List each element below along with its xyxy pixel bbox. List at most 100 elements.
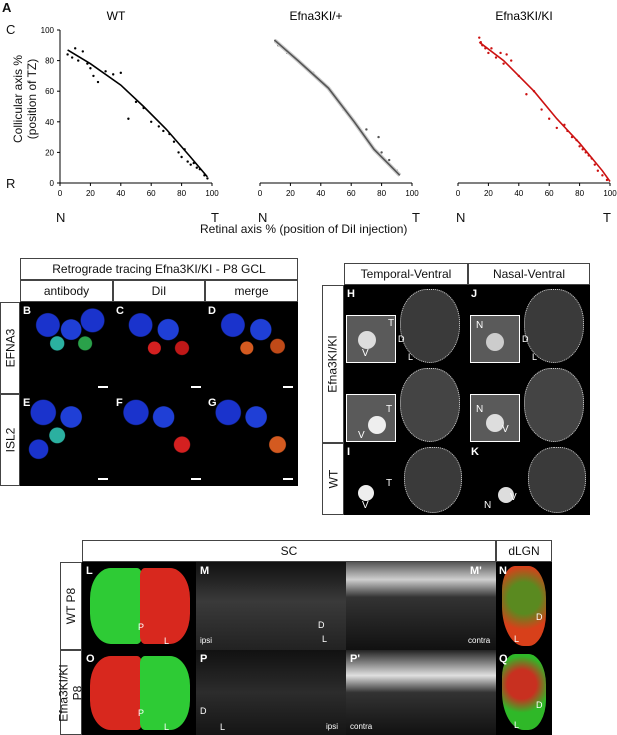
- letter-m: M: [200, 565, 210, 577]
- x-tick-label: 40: [316, 189, 325, 198]
- col-nasal-ventral: Nasal-Ventral: [468, 263, 590, 285]
- letter-l: L: [86, 565, 93, 577]
- header-dlgn: dLGN: [496, 540, 552, 562]
- letter-q: Q: [499, 653, 508, 665]
- row-isl2-text: ISL2: [3, 427, 17, 453]
- data-point: [112, 73, 115, 76]
- col-antibody: antibody: [20, 280, 113, 302]
- dlgn-section: [502, 654, 546, 730]
- mark-v: V: [362, 500, 369, 511]
- letter-h: H: [347, 288, 355, 300]
- mark-l: L: [164, 722, 170, 732]
- mark-d: D: [536, 612, 543, 622]
- injection-spot: [368, 416, 386, 434]
- row-wt: WT: [322, 443, 344, 515]
- y-tick-label: 60: [45, 87, 54, 96]
- micrograph-d: [205, 302, 298, 394]
- data-point: [596, 169, 600, 172]
- x-right-label-3: T: [603, 210, 611, 225]
- row-kiki-p8-text: Efna3KI/KI P8: [57, 663, 85, 722]
- micrograph-p-prime: [346, 650, 496, 735]
- data-point: [490, 47, 493, 50]
- scale-bar: [191, 386, 201, 388]
- header-dlgn-text: dLGN: [508, 544, 540, 558]
- micrograph-m: [196, 562, 346, 650]
- retina-outline: [400, 289, 460, 363]
- micrograph-f: [113, 394, 205, 486]
- mark-l: L: [532, 352, 538, 362]
- scale-bar: [98, 386, 108, 388]
- hemisphere-green: [90, 568, 142, 644]
- data-point: [388, 158, 391, 162]
- letter-i: I: [347, 446, 351, 458]
- data-point: [127, 117, 130, 120]
- mark-contra: contra: [350, 722, 373, 731]
- chart-title: Efna3KI/+: [289, 9, 342, 23]
- col-dii: DiI: [113, 280, 205, 302]
- x-tick-label: 80: [377, 189, 386, 198]
- data-point: [189, 163, 192, 166]
- data-point: [177, 151, 180, 154]
- letter-j: J: [471, 288, 478, 300]
- mark-d: D: [522, 334, 529, 344]
- data-point: [195, 166, 198, 169]
- mark-n: N: [476, 320, 484, 331]
- x-tick-label: 0: [258, 189, 263, 198]
- micrograph-o: [82, 650, 196, 735]
- micrograph-k: [468, 443, 590, 515]
- letter-p-prime: P': [350, 653, 360, 665]
- data-point: [478, 36, 481, 39]
- data-point: [487, 51, 490, 55]
- row-efna3-kiki: Efna3KI/KI: [322, 285, 344, 443]
- x-tick-label: 40: [514, 189, 523, 198]
- x-tick-label: 20: [484, 189, 493, 198]
- x-tick-label: 80: [177, 189, 186, 198]
- letter-m-prime: M': [470, 565, 482, 577]
- data-point: [206, 177, 209, 180]
- mark-l: L: [164, 636, 170, 646]
- mark-v: V: [358, 430, 365, 441]
- hemisphere-red: [90, 656, 142, 730]
- x-tick-label: 40: [116, 189, 125, 198]
- data-point: [157, 125, 160, 128]
- x-tick-label: 20: [86, 189, 95, 198]
- dlgn-section: [502, 566, 546, 646]
- data-point: [172, 140, 176, 143]
- injection-spot: [486, 333, 504, 351]
- data-point: [593, 163, 596, 166]
- data-point: [540, 108, 543, 111]
- mark-l: L: [408, 352, 414, 362]
- retina-outline: [524, 289, 584, 363]
- col-antibody-text: antibody: [43, 284, 90, 298]
- mark-ipsi: ipsi: [326, 722, 339, 731]
- row-wt-p8: WT P8: [60, 562, 82, 650]
- micrograph-g: [205, 394, 298, 486]
- data-point: [74, 47, 77, 50]
- micrograph-e: [20, 394, 113, 486]
- y-tick-label: 100: [41, 26, 55, 35]
- data-point: [66, 53, 69, 56]
- micrograph-i: [344, 443, 468, 515]
- col-dii-text: DiI: [151, 284, 167, 298]
- scale-bar: [283, 386, 293, 388]
- mark-p: P: [138, 622, 145, 632]
- y-top-label: C: [6, 22, 16, 37]
- micrograph-j-top: [468, 285, 590, 364]
- letter-n: N: [499, 565, 507, 577]
- data-point: [510, 59, 513, 62]
- y-tick-label: 0: [50, 179, 55, 188]
- y-bottom-label: R: [6, 176, 16, 191]
- x-tick-label: 20: [286, 189, 295, 198]
- mark-v: V: [510, 492, 517, 503]
- retrograde-title-text: Retrograde tracing Efna3KI/KI - P8 GCL: [52, 262, 266, 276]
- mark-d: D: [318, 620, 325, 630]
- col-temporal-ventral: Temporal-Ventral: [344, 263, 468, 285]
- x-left-label-2: N: [258, 210, 268, 225]
- y-tick-label: 40: [45, 118, 54, 127]
- letter-b: B: [23, 305, 31, 317]
- micrograph-q: [496, 650, 552, 735]
- fit-line: [67, 49, 209, 178]
- chart-title: WT: [107, 9, 126, 23]
- x-tick-label: 60: [347, 189, 356, 198]
- y-tick-label: 80: [45, 57, 54, 66]
